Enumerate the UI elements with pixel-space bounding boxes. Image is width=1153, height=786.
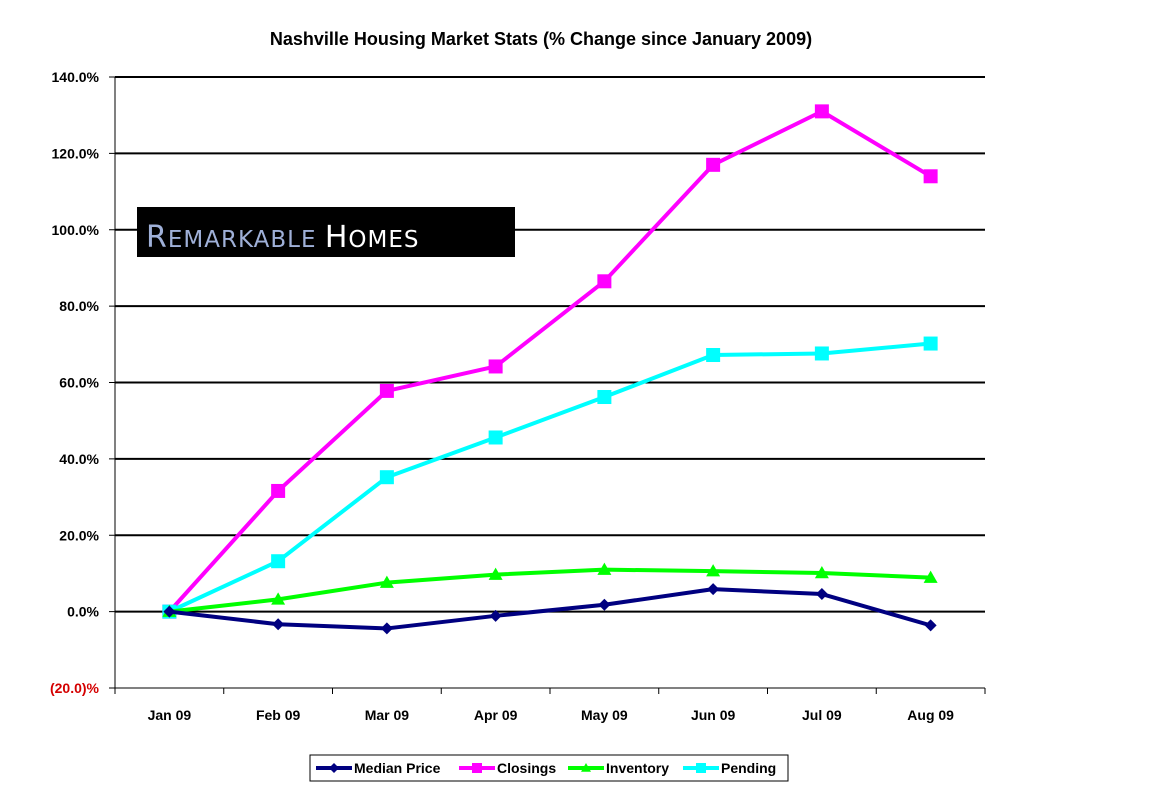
- series-closings: [162, 104, 938, 619]
- data-point: [379, 383, 394, 398]
- logo-background: [137, 207, 515, 257]
- legend: Median Price Closings Inventory Pending: [309, 754, 789, 782]
- data-point: [706, 157, 721, 172]
- x-tick-label: Jul 09: [802, 707, 842, 723]
- data-point: [814, 104, 829, 119]
- x-tick-label: Feb 09: [256, 707, 301, 723]
- x-tick-label: Jun 09: [691, 707, 736, 723]
- data-point: [379, 470, 394, 485]
- series-line: [169, 587, 932, 631]
- data-point: [598, 598, 611, 611]
- data-point: [923, 336, 938, 351]
- data-point: [597, 390, 612, 405]
- legend-marker: [696, 763, 706, 773]
- data-point: [489, 609, 502, 622]
- chart-title: Nashville Housing Market Stats (% Change…: [270, 29, 812, 49]
- data-point: [488, 430, 503, 445]
- x-tick-label: May 09: [581, 707, 628, 723]
- data-point: [488, 359, 503, 374]
- legend-marker: [472, 763, 482, 773]
- x-tick-label: Jan 09: [148, 707, 192, 723]
- data-point: [706, 348, 721, 363]
- legend-marker: [581, 763, 591, 772]
- legend-label: Inventory: [606, 760, 669, 776]
- y-axis-ticks: (20.0)% 0.0% 20.0% 40.0% 60.0% 80.0% 100.0% 120…: [50, 69, 115, 696]
- y-tick-label: 0.0%: [67, 604, 99, 620]
- series-line: [168, 341, 931, 614]
- data-point: [488, 567, 503, 580]
- data-point: [814, 566, 829, 579]
- y-tick-label: 80.0%: [59, 298, 99, 314]
- data-point: [597, 562, 612, 575]
- y-tick-label: 40.0%: [59, 451, 99, 467]
- x-axis-ticks: Jan 09 Feb 09 Mar 09 Apr 09 May 09 Jun 09 Jul …: [114, 688, 986, 723]
- data-point: [271, 554, 286, 569]
- data-point: [597, 274, 612, 289]
- series-line: [167, 109, 932, 613]
- y-tick-label: 120.0%: [52, 145, 100, 161]
- data-point: [706, 564, 721, 577]
- y-tick-label: (20.0)%: [50, 680, 100, 696]
- y-tick-label: 60.0%: [59, 375, 99, 391]
- legend-marker: [329, 763, 339, 773]
- data-point: [924, 619, 937, 632]
- data-point: [271, 592, 286, 605]
- data-point: [163, 605, 176, 618]
- data-point: [380, 622, 393, 635]
- y-tick-label: 100.0%: [52, 222, 100, 238]
- x-tick-label: Mar 09: [365, 707, 410, 723]
- data-point: [271, 483, 286, 498]
- legend-item: Pending: [683, 760, 776, 776]
- y-tick-label: 20.0%: [59, 527, 99, 543]
- legend-item: Median Price: [316, 760, 441, 776]
- logo-text: REMARKABLE HOMES: [146, 220, 419, 255]
- series-pending: [162, 336, 938, 619]
- legend-item: Closings: [459, 760, 556, 776]
- data-point: [923, 169, 938, 184]
- data-point: [379, 575, 394, 588]
- x-tick-label: Apr 09: [474, 707, 518, 723]
- series: [162, 104, 938, 635]
- gridlines: [115, 76, 985, 613]
- data-point: [814, 346, 829, 361]
- legend-label: Median Price: [354, 760, 441, 776]
- series-median-price: [163, 583, 937, 635]
- data-point: [815, 588, 828, 601]
- x-tick-label: Aug 09: [907, 707, 954, 723]
- legend-label: Closings: [497, 760, 556, 776]
- y-tick-label: 140.0%: [52, 69, 100, 85]
- data-point: [272, 618, 285, 631]
- data-point: [923, 570, 938, 583]
- remarkable-homes-logo: REMARKABLE HOMES: [137, 207, 515, 257]
- legend-label: Pending: [721, 760, 776, 776]
- legend-item: Inventory: [568, 760, 669, 776]
- data-point: [707, 583, 720, 596]
- series-line: [169, 567, 931, 614]
